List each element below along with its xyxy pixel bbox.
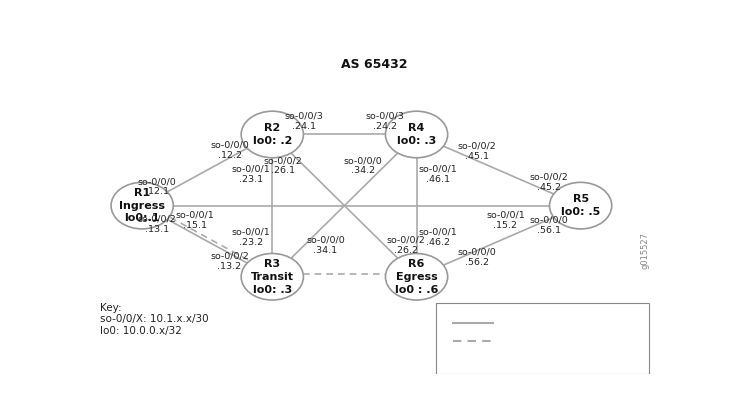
Text: so-0/0/0
.12.2: so-0/0/0 .12.2	[210, 140, 249, 160]
Text: so-0/0/3
.24.1: so-0/0/3 .24.1	[285, 111, 323, 131]
Text: AS 65432: AS 65432	[341, 58, 407, 71]
Text: so-0/0/0
.12.1: so-0/0/0 .12.1	[137, 177, 176, 197]
Text: R3
Transit
lo0: .3: R3 Transit lo0: .3	[251, 259, 293, 294]
Text: so-0/0/1
.23.2: so-0/0/1 .23.2	[231, 227, 270, 247]
Text: so-0/0/1
.46.1: so-0/0/1 .46.1	[419, 165, 458, 184]
Text: so-0/0/0
.56.1: so-0/0/0 .56.1	[529, 216, 568, 235]
Text: so-0/0/2
.26.2: so-0/0/2 .26.2	[387, 236, 426, 255]
Ellipse shape	[385, 254, 447, 300]
Ellipse shape	[241, 254, 304, 300]
Ellipse shape	[241, 111, 304, 158]
Text: so-0/0/1
.23.1: so-0/0/1 .23.1	[231, 165, 270, 184]
Text: LSP-bidirectional traffic: LSP-bidirectional traffic	[502, 336, 623, 346]
Text: Physical connection: Physical connection	[502, 318, 605, 328]
Ellipse shape	[550, 182, 612, 229]
Text: so-0/0/2
.13.1: so-0/0/2 .13.1	[137, 215, 176, 234]
Ellipse shape	[111, 182, 173, 229]
Text: R6
Egress
lo0 : .6: R6 Egress lo0 : .6	[395, 259, 438, 294]
Text: R5
lo0: .5: R5 lo0: .5	[561, 194, 600, 217]
Text: so-0/0/1
.15.2: so-0/0/1 .15.2	[486, 210, 525, 230]
Text: R2
lo0: .2: R2 lo0: .2	[253, 123, 292, 146]
Text: Key:
so-0/0/X: 10.1.x.x/30
lo0: 10.0.0.x/32: Key: so-0/0/X: 10.1.x.x/30 lo0: 10.0.0.x…	[100, 303, 208, 336]
Text: g015527: g015527	[640, 232, 649, 269]
Text: so-0/0/2
.45.1: so-0/0/2 .45.1	[457, 142, 496, 161]
Text: so-0/0/2
.26.1: so-0/0/2 .26.1	[263, 156, 302, 176]
Text: so-0/0/2
.45.2: so-0/0/2 .45.2	[529, 173, 568, 192]
Text: so-0/0/3
.24.2: so-0/0/3 .24.2	[366, 111, 404, 131]
Text: so-0/0/0
.34.2: so-0/0/0 .34.2	[344, 156, 383, 176]
Text: so-0/0/2
.13.2: so-0/0/2 .13.2	[210, 252, 249, 271]
Text: R1
Ingress
lo0:.1: R1 Ingress lo0:.1	[119, 188, 165, 223]
Text: R4
lo0: .3: R4 lo0: .3	[397, 123, 437, 146]
FancyBboxPatch shape	[437, 303, 648, 374]
Text: so-0/0/0
.34.1: so-0/0/0 .34.1	[306, 236, 345, 255]
Text: so-0/0/1
.15.1: so-0/0/1 .15.1	[175, 210, 214, 230]
Text: so-0/0/1
.46.2: so-0/0/1 .46.2	[419, 227, 458, 247]
Text: Note: The IGP is IS-IS or OSPF: Note: The IGP is IS-IS or OSPF	[450, 355, 597, 365]
Text: so-0/0/0
.56.2: so-0/0/0 .56.2	[457, 247, 496, 267]
Ellipse shape	[385, 111, 447, 158]
